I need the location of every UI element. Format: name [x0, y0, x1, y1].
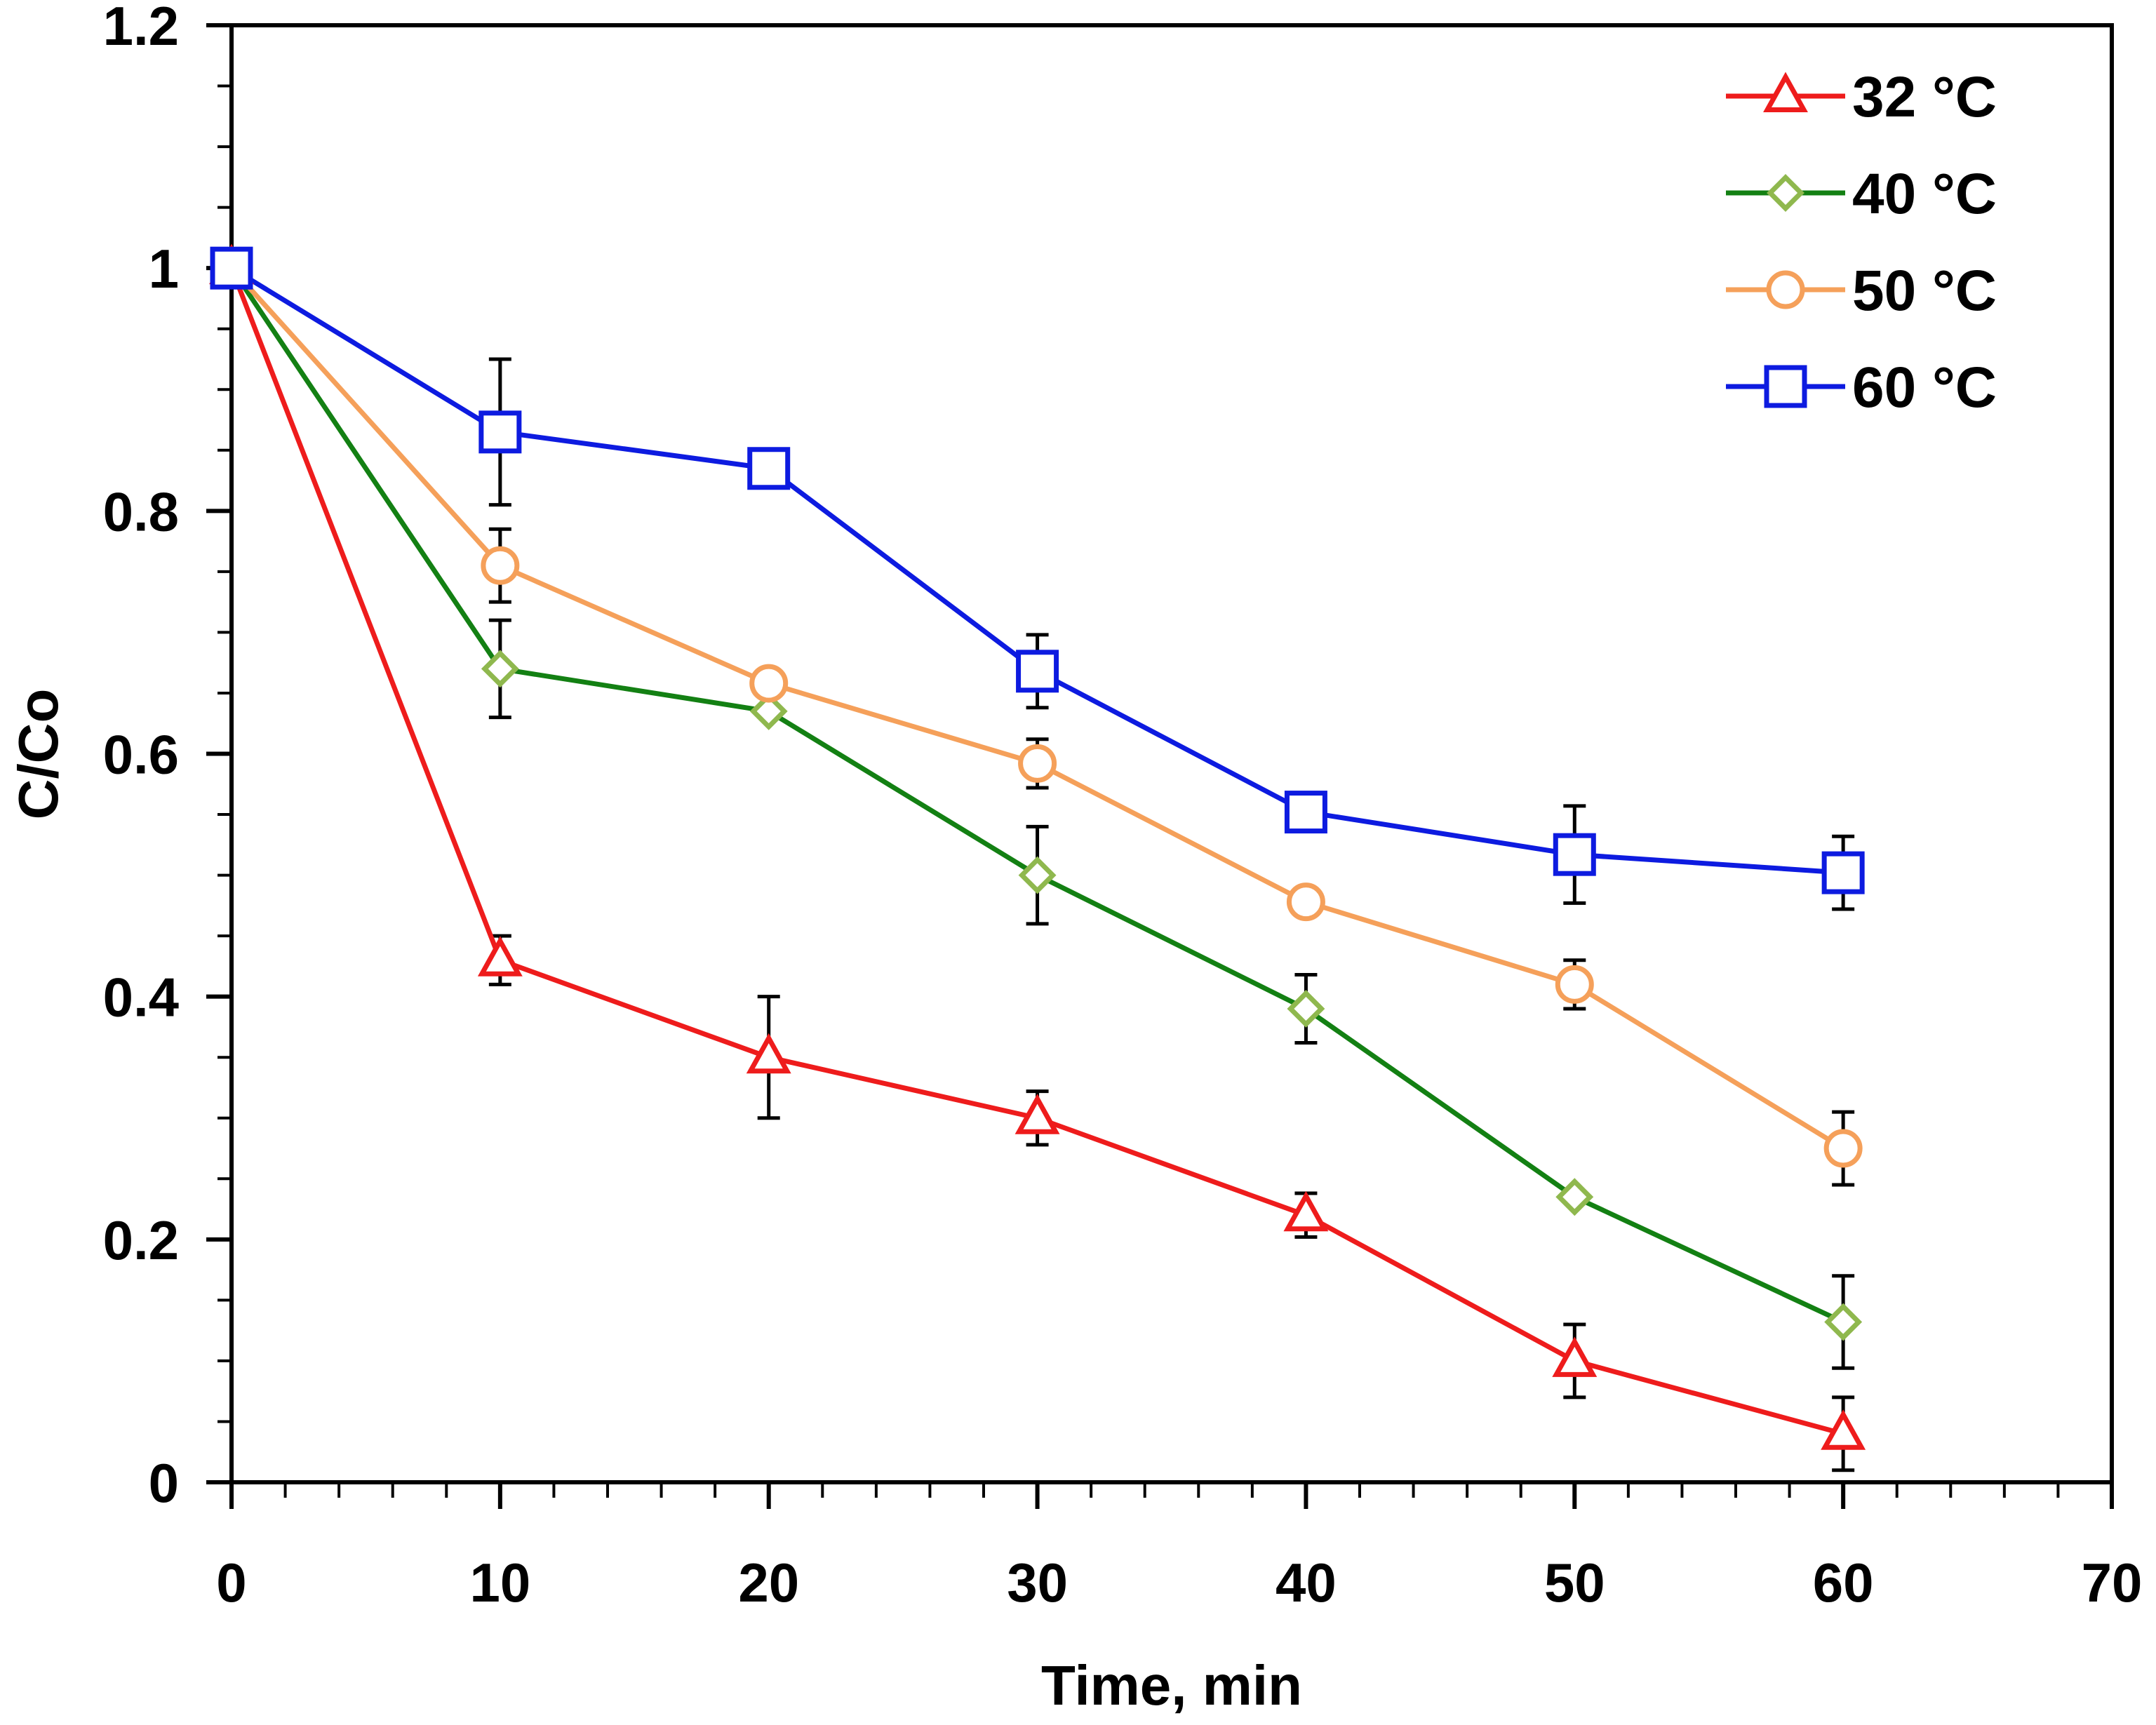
data-point [481, 650, 519, 688]
x-tick-label: 0 [216, 1552, 246, 1613]
y-tick-label: 1.2 [103, 0, 179, 57]
legend: 32 °C 40 °C 50 °C 60 °C [1726, 65, 1997, 419]
legend-label: 50 °C [1852, 259, 1997, 323]
data-point [1555, 965, 1594, 1004]
legend-label: 32 °C [1852, 65, 1997, 129]
data-point [749, 664, 789, 703]
x-tick-label: 40 [1275, 1552, 1337, 1613]
axis-ticks [206, 23, 2114, 1509]
legend-marker [1764, 365, 1807, 408]
plot-area [229, 23, 2114, 1484]
legend-marker [1763, 72, 1808, 112]
data-point [1821, 1409, 1866, 1450]
x-tick-label: 20 [738, 1552, 799, 1613]
legend-label: 60 °C [1852, 356, 1997, 419]
y-tick-label: 1 [149, 238, 179, 300]
data-point [1821, 851, 1865, 894]
x-tick-label: 50 [1544, 1552, 1605, 1613]
series-markers [209, 243, 1866, 1450]
legend-label: 40 °C [1852, 162, 1997, 226]
y-tick-label: 0.8 [103, 481, 179, 542]
data-point [1287, 990, 1325, 1028]
data-point [1018, 856, 1057, 894]
data-point [477, 936, 523, 976]
y-tick-label: 0.6 [103, 724, 179, 786]
data-point [1553, 833, 1596, 876]
x-tick-label: 70 [2082, 1552, 2143, 1613]
legend-marker [1767, 174, 1805, 212]
x-tick-label: 60 [1813, 1552, 1874, 1613]
data-point [747, 447, 791, 490]
data-point [1016, 650, 1059, 693]
tick-labels: 0 10 20 30 40 50 60 70 0 0.2 0.4 0.6 0.8 1 1.2 [103, 0, 2143, 1613]
data-point [478, 410, 522, 454]
x-tick-label: 30 [1007, 1552, 1068, 1613]
y-axis-title: C/Co [7, 689, 69, 820]
data-point [481, 546, 520, 585]
data-point [746, 1033, 791, 1074]
data-point [1286, 882, 1325, 922]
data-point [1555, 1178, 1594, 1216]
y-tick-label: 0.4 [103, 967, 179, 1028]
data-point [1015, 1094, 1060, 1134]
x-tick-label: 10 [469, 1552, 530, 1613]
y-tick-label: 0 [149, 1452, 179, 1514]
data-point [1283, 1190, 1329, 1232]
data-point [1823, 1129, 1863, 1168]
data-point [1552, 1336, 1598, 1377]
data-point [1284, 791, 1327, 834]
data-point [210, 246, 253, 290]
data-point [1018, 744, 1057, 783]
data-point [1824, 1303, 1863, 1341]
legend-marker [1766, 270, 1805, 309]
y-tick-label: 0.2 [103, 1209, 179, 1271]
x-axis-title: Time, min [1041, 1654, 1302, 1717]
data-point [749, 692, 788, 730]
